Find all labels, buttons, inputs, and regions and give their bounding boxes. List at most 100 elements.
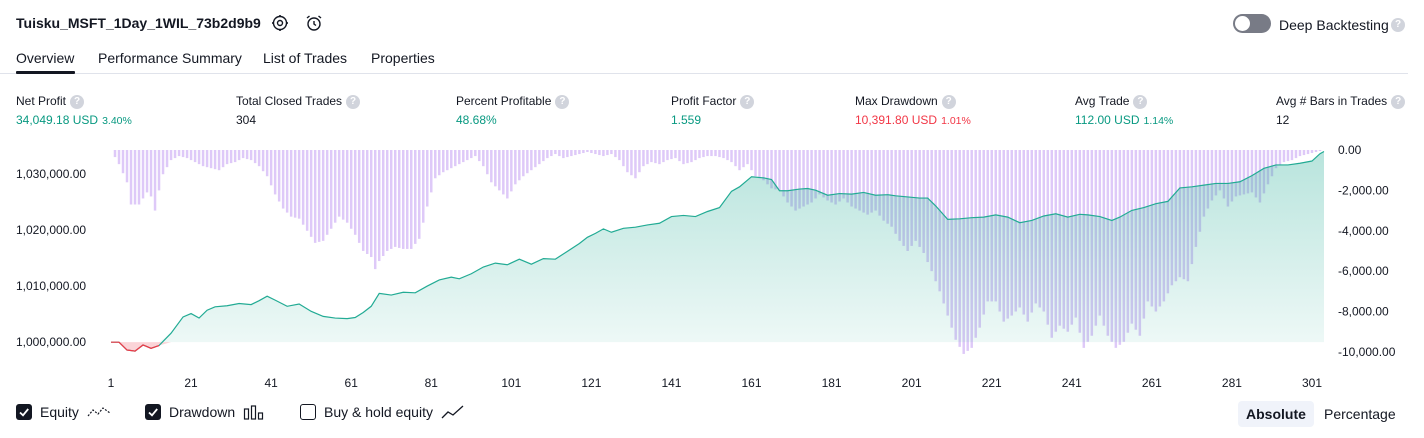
drawdown-bar [750,150,753,171]
legend-drawdown[interactable]: Drawdown [145,403,265,421]
drawdown-bar [570,150,573,157]
x-axis-tick-label: 141 [661,376,681,390]
absolute-button[interactable]: Absolute [1238,401,1314,427]
drawdown-bar [289,150,293,217]
drawdown-bar [245,150,249,160]
drawdown-bar [606,150,609,156]
help-icon[interactable]: ? [1391,18,1405,32]
buy-hold-checkbox[interactable] [300,404,316,420]
metric-net-profit-label: Net Profit ? [16,94,85,109]
drawdown-bar [141,150,145,199]
drawdown-bar [782,150,785,197]
drawdown-bar [253,150,257,164]
drawdown-bar [510,150,513,192]
tab-overview[interactable]: Overview [16,50,75,66]
info-icon[interactable]: ? [70,94,85,109]
drawdown-bar [121,150,125,174]
drawdown-checkbox[interactable] [145,404,161,420]
drawdown-bar [1290,150,1294,161]
drawdown-bar [562,150,565,159]
equity-line-below-baseline [111,341,160,352]
drawdown-bar [746,150,749,165]
drawdown-bar [854,150,857,209]
right-axis-tick-label: -10,000.00 [1338,345,1396,359]
settings-button[interactable] [270,13,290,33]
drawdown-bar [714,150,717,157]
drawdown-bar [1282,150,1286,163]
drawdown-bar [1246,150,1250,194]
drawdown-bar [261,150,265,172]
x-axis-tick-label: 61 [345,376,359,390]
drawdown-bar [1242,150,1246,195]
drawdown-bar [686,150,689,164]
drawdown-bar [377,150,381,262]
drawdown-bar [402,150,405,249]
drawdown-bar [678,150,681,162]
equity-drawdown-chart[interactable]: 1,030,000.00 1,020,000.00 1,010,000.00 1,00… [0,135,1424,393]
drawdown-bar [566,150,569,158]
drawdown-bar [269,150,273,186]
legend-equity[interactable]: Equity [16,403,111,421]
drawdown-bar [185,150,189,159]
drawdown-bar [277,150,281,202]
deep-backtesting-toggle[interactable] [1233,14,1271,33]
info-icon[interactable]: ? [346,94,361,109]
info-icon[interactable]: ? [740,94,755,109]
drawdown-bar [722,150,725,159]
drawdown-bar [205,150,209,168]
drawdown-bar [490,150,493,183]
drawdown-bar [325,150,329,235]
drawdown-bar [414,150,417,244]
drawdown-bar [654,150,657,164]
drawdown-bar [506,150,509,199]
right-axis-tick-label: -2,000.00 [1338,183,1389,197]
drawdown-bar [778,150,781,191]
drawdown-bar [293,150,297,218]
drawdown-bar [201,150,205,167]
drawdown-bar [1214,150,1218,196]
alert-button[interactable] [304,13,324,33]
drawdown-bar [806,150,809,205]
drawdown-bar [478,150,481,162]
drawdown-bar [450,150,453,169]
drawdown-bar [810,150,813,203]
drawdown-bar [285,150,289,213]
drawdown-bar [1314,150,1318,153]
drawdown-bar [1286,150,1290,162]
drawdown-bar [634,150,637,179]
drawdown-bar [546,150,549,159]
drawdown-bar [225,150,229,165]
drawdown-bar [438,150,441,176]
drawdown-bar [1218,150,1222,191]
percentage-button[interactable]: Percentage [1324,406,1396,422]
info-icon[interactable]: ? [941,94,956,109]
metric-avg-bars-label: Avg # Bars in Trades ? [1276,94,1406,109]
x-axis-tick-label: 241 [1062,376,1082,390]
drawdown-bar [237,150,241,161]
drawdown-bar [710,150,713,157]
tab-performance-summary[interactable]: Performance Summary [98,50,242,66]
drawdown-bar [558,150,561,157]
equity-checkbox[interactable] [16,404,32,420]
drawdown-bar [482,150,485,167]
tab-properties[interactable]: Properties [371,50,435,66]
drawdown-bar [410,150,413,249]
drawdown-bar [1202,150,1206,217]
drawdown-bar [522,150,525,177]
tab-list-of-trades[interactable]: List of Trades [263,50,348,66]
legend-buy-hold-equity[interactable]: Buy & hold equity [300,403,465,421]
drawdown-bar [666,150,669,161]
metric-avg-bars-value: 12 [1276,113,1290,127]
drawdown-bar [550,150,553,157]
info-icon[interactable]: ? [1133,94,1148,109]
info-icon[interactable]: ? [555,94,570,109]
drawdown-bar [133,150,137,205]
drawdown-bar [818,150,821,195]
drawdown-bar [738,150,741,171]
drawdown-bar [650,150,653,163]
drawdown-bar [814,150,817,199]
drawdown-bar [373,150,377,270]
drawdown-bar [422,150,425,223]
info-icon[interactable]: ? [1391,94,1406,109]
drawdown-bar [357,150,361,243]
